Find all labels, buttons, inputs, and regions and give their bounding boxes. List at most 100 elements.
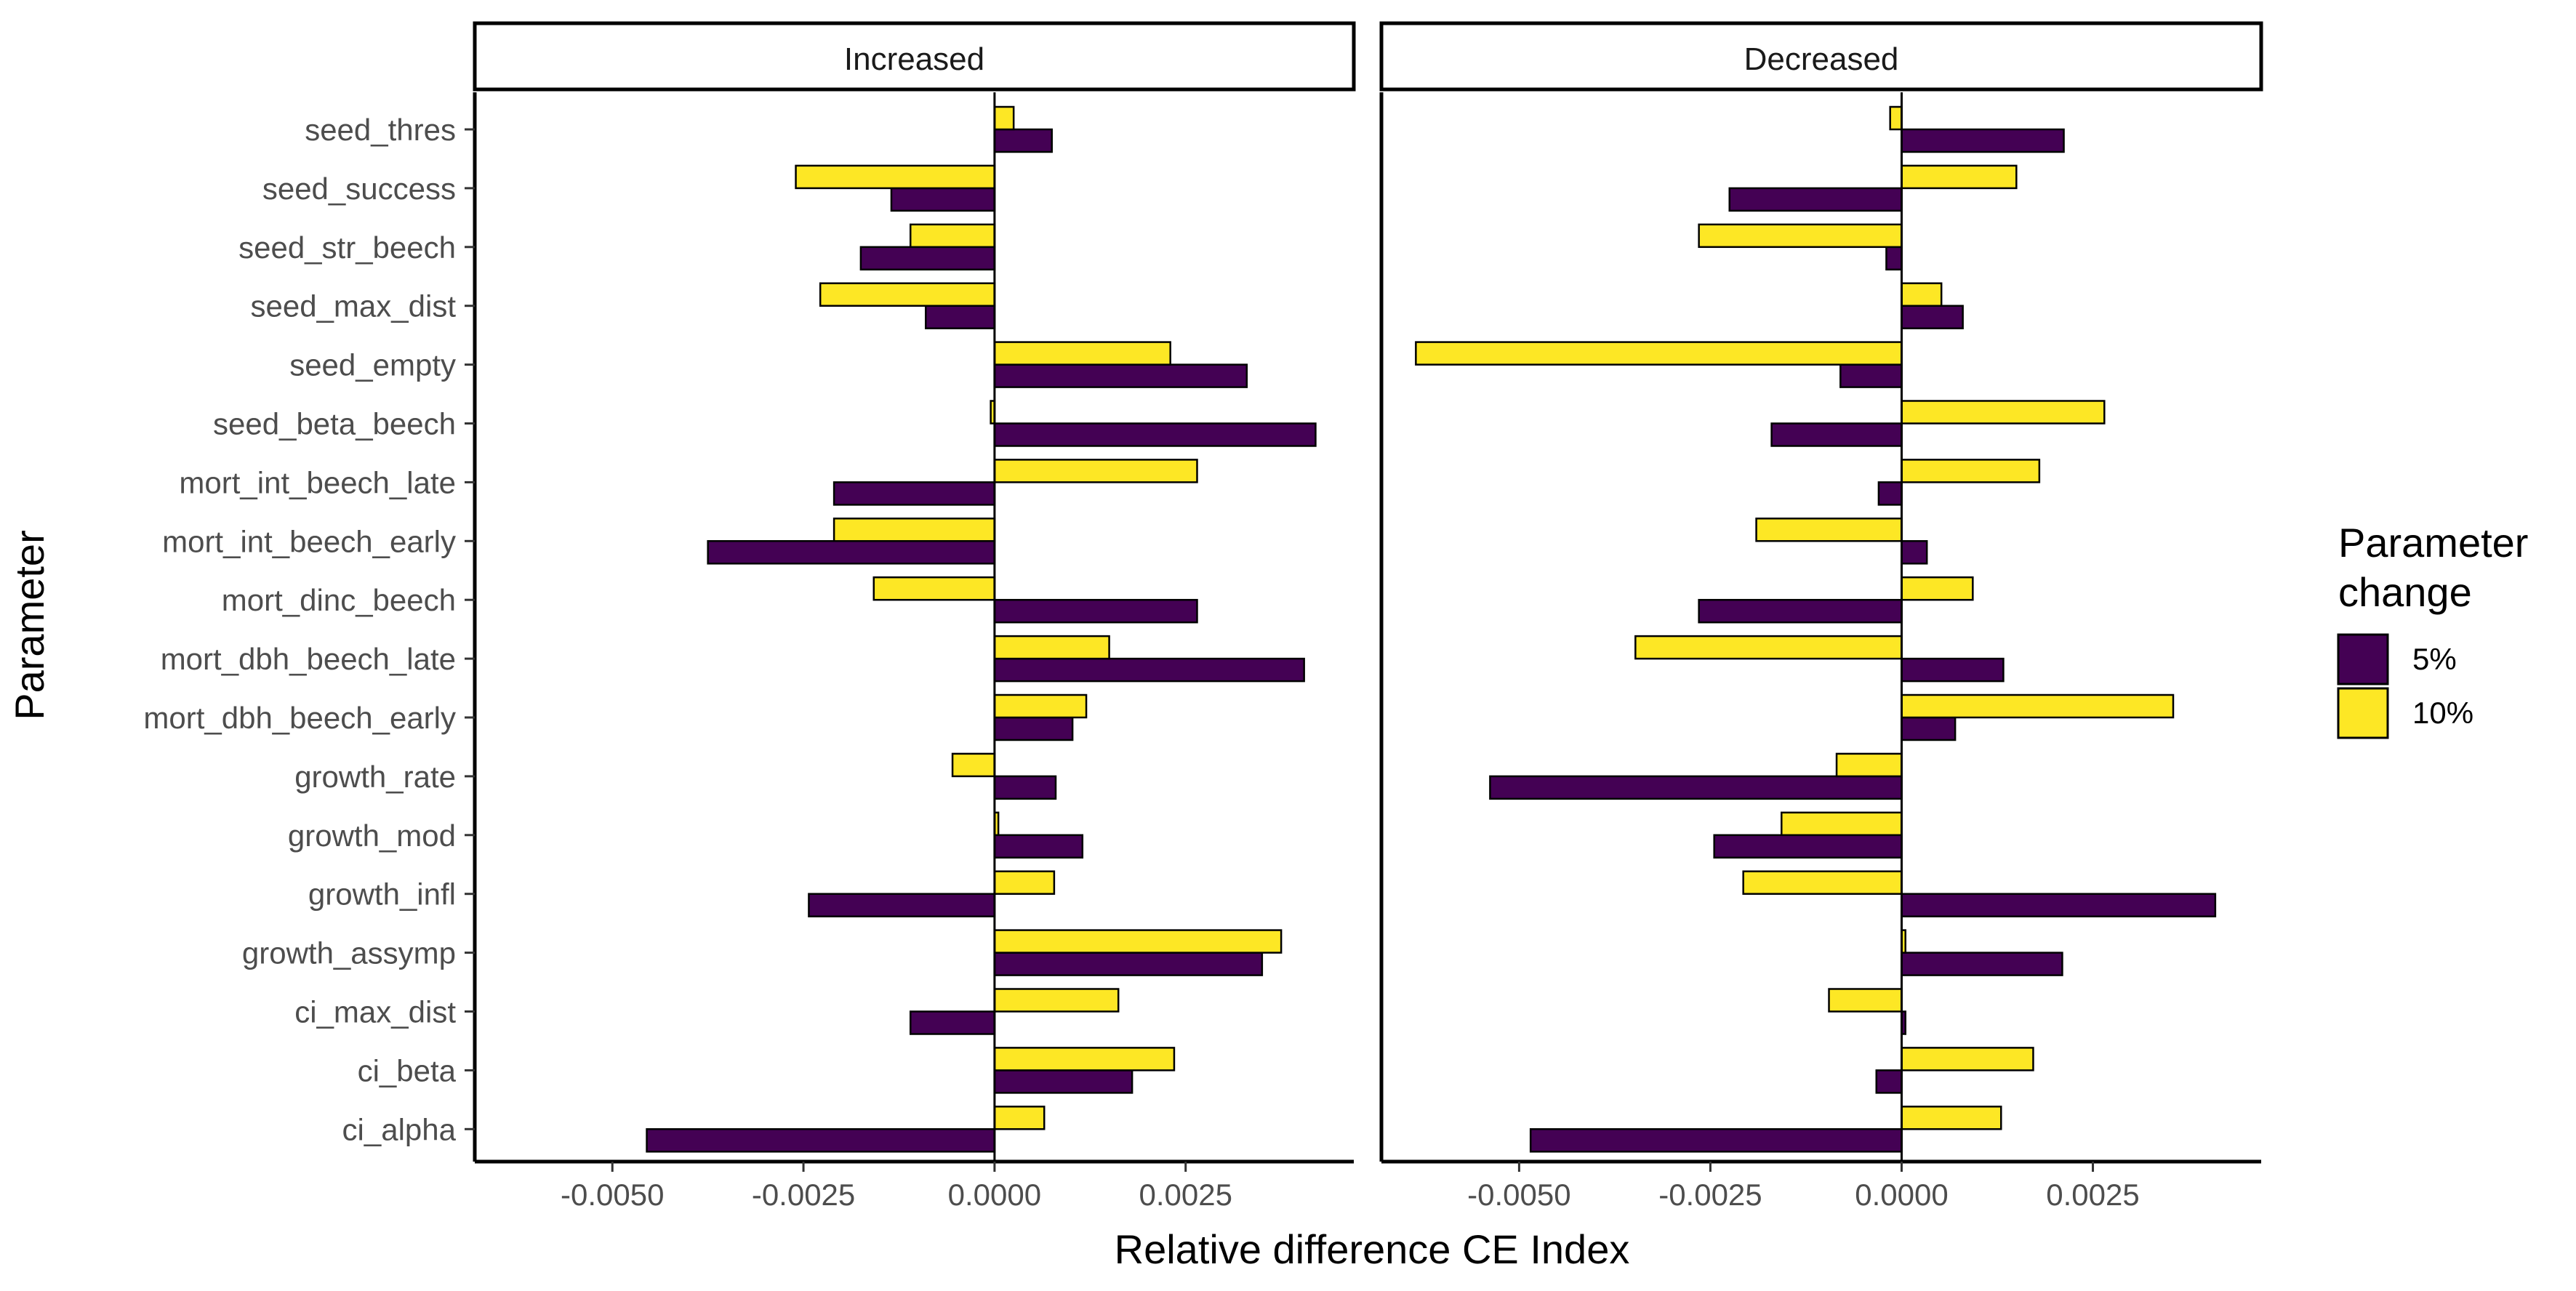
bar-10pct-seed_beta_beech [1901, 400, 2106, 425]
x-tick-label: 0.0025 [1139, 1178, 1232, 1212]
x-tick-label: -0.0050 [561, 1178, 664, 1212]
bar-5pct-growth_assymp [993, 952, 1264, 976]
bar-5pct-mort_dbh_beech_early [1901, 716, 1957, 741]
x-tick-label: -0.0050 [1467, 1178, 1570, 1212]
bar-10pct-mort_dbh_beech_early [1901, 693, 2175, 719]
bar-5pct-growth_assymp [1901, 952, 2063, 976]
y-tick-label-seed_empty: seed_empty [289, 348, 456, 382]
y-tick-label-ci_beta: ci_beta [358, 1053, 457, 1087]
bar-10pct-ci_max_dist [1828, 988, 1903, 1013]
y-axis-title: Parameter [7, 530, 52, 720]
bar-10pct-mort_int_beech_late [993, 459, 1198, 483]
bar-5pct-seed_beta_beech [1770, 422, 1903, 447]
x-axis-title: Relative difference CE Index [1115, 1226, 1630, 1272]
bar-5pct-growth_rate [1489, 775, 1903, 800]
bar-5pct-mort_int_beech_late [1877, 481, 1903, 506]
legend-title-line-2: change [2338, 569, 2472, 615]
bar-5pct-ci_beta [993, 1069, 1133, 1094]
legend-label-10pct: 10% [2412, 696, 2473, 730]
bar-10pct-ci_beta [993, 1047, 1176, 1071]
bar-5pct-seed_empty [993, 363, 1248, 388]
bar-5pct-mort_dbh_beech_early [993, 716, 1074, 741]
bar-5pct-seed_max_dist [925, 305, 996, 329]
y-tick-label-ci_alpha: ci_alpha [342, 1112, 457, 1146]
y-tick-label-seed_success: seed_success [262, 172, 456, 206]
bar-10pct-mort_dbh_beech_late [1634, 635, 1903, 660]
bar-10pct-growth_mod [1781, 811, 1903, 837]
facet-strip-label: Increased [844, 41, 984, 77]
panel-increased: Increased -0.0050 -0.0025 0.0000 0.0025 [473, 21, 1356, 1212]
bar-5pct-seed_str_beech [859, 246, 996, 271]
legend-title-line-1: Parameter [2338, 520, 2528, 566]
bar-5pct-seed_str_beech [1885, 246, 1903, 271]
bar-10pct-seed_success [1901, 164, 2018, 190]
y-tick-label-growth_assymp: growth_assymp [242, 936, 456, 970]
bar-10pct-seed_max_dist [1901, 282, 1943, 307]
y-tick-label-mort_dinc_beech: mort_dinc_beech [222, 583, 456, 617]
y-tick-label-growth_mod: growth_mod [288, 819, 456, 853]
bar-5pct-growth_mod [1713, 834, 1903, 859]
x-tick-label: 0.0025 [2046, 1178, 2139, 1212]
bar-10pct-seed_max_dist [819, 282, 996, 307]
bar-10pct-growth_infl [993, 870, 1056, 895]
x-tick-label: 0.0000 [948, 1178, 1041, 1212]
bar-5pct-seed_max_dist [1901, 305, 1964, 329]
facet-strip [473, 21, 1356, 92]
bar-5pct-mort_int_beech_early [707, 540, 996, 565]
bar-10pct-ci_alpha [993, 1106, 1046, 1130]
legend-key-5pct [2337, 633, 2389, 685]
bar-5pct-mort_dinc_beech [1698, 598, 1903, 624]
bar-10pct-seed_thres [1889, 105, 1903, 131]
bar-10pct-mort_dinc_beech [1901, 576, 1974, 601]
facet-strip [1379, 21, 2263, 92]
bar-5pct-growth_infl [1901, 893, 2217, 917]
y-tick-label-seed_max_dist: seed_max_dist [251, 289, 457, 323]
y-tick-label-seed_str_beech: seed_str_beech [238, 230, 456, 265]
y-tick-label-mort_int_beech_late: mort_int_beech_late [179, 465, 456, 499]
y-tick-label-ci_max_dist: ci_max_dist [294, 995, 456, 1029]
bar-5pct-ci_max_dist [909, 1010, 996, 1035]
x-tick-label: -0.0025 [1658, 1178, 1762, 1212]
bar-10pct-growth_rate [951, 752, 996, 778]
bar-10pct-ci_max_dist [993, 988, 1120, 1013]
legend-key-10pct [2337, 687, 2389, 739]
bar-5pct-growth_rate [993, 775, 1057, 800]
bar-5pct-mort_dbh_beech_late [1901, 657, 2005, 683]
bar-5pct-growth_mod [993, 834, 1084, 859]
legend: Parameter change 5% 10% [2337, 520, 2528, 739]
legend-label-5pct: 5% [2412, 642, 2457, 676]
bar-5pct-ci_alpha [646, 1128, 996, 1153]
x-tick-label: 0.0000 [1855, 1178, 1948, 1212]
bar-10pct-mort_int_beech_late [1901, 459, 2041, 483]
bar-5pct-seed_success [1728, 187, 1903, 212]
bar-10pct-growth_rate [1835, 752, 1903, 778]
bar-5pct-mort_int_beech_early [1901, 540, 1928, 565]
bar-5pct-mort_int_beech_late [832, 481, 996, 506]
y-tick-label-growth_infl: growth_infl [308, 877, 456, 912]
bar-10pct-seed_success [795, 164, 996, 190]
y-axis: seed_thres seed_success seed_str_beechseed… [143, 113, 475, 1146]
bar-10pct-ci_alpha [1901, 1106, 2002, 1130]
panel-decreased: Decreased -0.0050 -0.0025 0.0000 0.0025 [1379, 21, 2263, 1212]
bar-5pct-seed_beta_beech [993, 422, 1317, 447]
bar-10pct-growth_infl [1742, 870, 1903, 895]
x-tick-label: -0.0025 [752, 1178, 855, 1212]
bar-10pct-mort_dbh_beech_early [993, 693, 1088, 719]
y-tick-label-mort_int_beech_early: mort_int_beech_early [162, 524, 456, 558]
bar-10pct-mort_int_beech_early [832, 518, 996, 542]
bar-10pct-seed_empty [993, 341, 1171, 366]
y-tick-label-seed_beta_beech: seed_beta_beech [213, 407, 456, 441]
bar-5pct-seed_thres [1901, 128, 2065, 153]
bar-5pct-ci_alpha [1529, 1128, 1903, 1153]
bar-10pct-seed_empty [1415, 341, 1903, 366]
y-tick-label-mort_dbh_beech_late: mort_dbh_beech_late [161, 642, 456, 676]
bar-5pct-ci_beta [1875, 1069, 1903, 1094]
bar-5pct-mort_dbh_beech_late [993, 657, 1305, 683]
y-tick-label-seed_thres: seed_thres [305, 113, 456, 147]
bar-10pct-seed_thres [993, 105, 1015, 131]
facet-strip-label: Decreased [1744, 41, 1899, 77]
panels-layer: Increased-0.0050 -0.0025 0.0000 0.0025Decre… [473, 21, 2263, 1212]
y-tick-label-growth_rate: growth_rate [294, 760, 456, 794]
bar-10pct-mort_dinc_beech [872, 576, 996, 601]
